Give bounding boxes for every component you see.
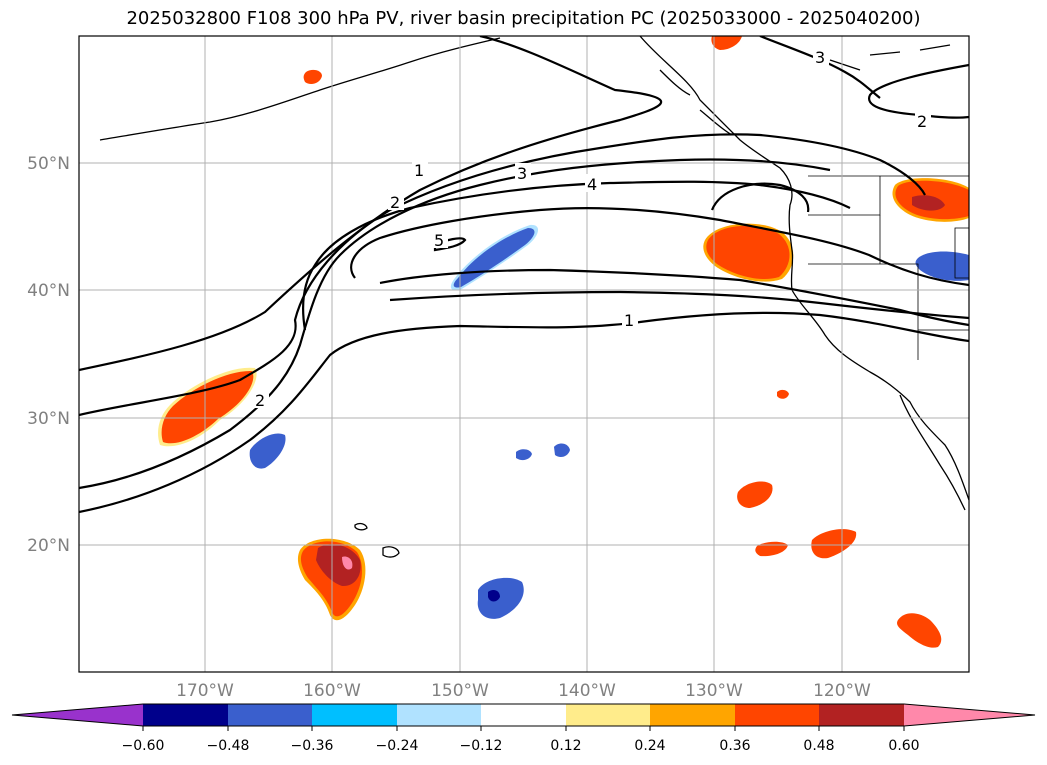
map-frame — [78, 35, 970, 673]
colorbar-tick-label: 0.36 — [719, 738, 750, 754]
colorbar-tick-label: −0.60 — [122, 738, 165, 754]
colorbar-segment — [566, 704, 650, 726]
contour-labels: 1 2 3 4 5 1 2 3 2 — [253, 47, 931, 410]
lon-label: 150°W — [431, 681, 489, 701]
coastlines — [99, 36, 969, 558]
colorbar-upper-extension — [904, 704, 1035, 726]
colorbar-segment — [819, 704, 904, 726]
lat-label: 20°N — [27, 536, 70, 556]
lat-label: 40°N — [27, 281, 70, 301]
colorbar-tick-label: −0.12 — [460, 738, 503, 754]
colorbar-lower-extension — [12, 704, 143, 726]
lat-label: 30°N — [27, 409, 70, 429]
colorbar-tick-label: 0.60 — [888, 738, 919, 754]
contour-label: 2 — [917, 112, 927, 131]
contour-label: 2 — [255, 391, 265, 410]
colorbar-tick-label: 0.48 — [803, 738, 834, 754]
colorbar-segment — [228, 704, 312, 726]
lon-label: 170°W — [176, 681, 234, 701]
lon-label: 130°W — [685, 681, 743, 701]
contour-label: 1 — [414, 161, 424, 180]
colorbar-segment — [397, 704, 481, 726]
pv-contours — [79, 36, 969, 514]
lat-label: 50°N — [27, 154, 70, 174]
contour-label: 4 — [587, 175, 597, 194]
lon-label: 160°W — [303, 681, 361, 701]
colorbar-tick-label: −0.48 — [207, 738, 250, 754]
contour-label: 3 — [517, 164, 527, 183]
colorbar-segment — [143, 704, 228, 726]
contour-label: 5 — [434, 231, 444, 250]
lon-label: 120°W — [813, 681, 871, 701]
contour-label: 1 — [624, 311, 634, 330]
contour-label: 3 — [815, 48, 825, 67]
colorbar-segment — [312, 704, 397, 726]
lon-label: 140°W — [558, 681, 616, 701]
colorbar: −0.60 −0.48 −0.36 −0.24 −0.12 0.12 0.24 … — [11, 703, 1036, 754]
colorbar-tick-label: 0.24 — [634, 738, 665, 754]
precip-positive-anomalies — [158, 36, 969, 648]
contour-label: 2 — [390, 193, 400, 212]
latitude-labels: 50°N 40°N 30°N 20°N — [27, 154, 70, 556]
colorbar-tick-label: 0.12 — [550, 738, 581, 754]
colorbar-tick-label: −0.36 — [291, 738, 334, 754]
colorbar-segment — [650, 704, 735, 726]
plot-area — [79, 36, 969, 672]
colorbar-tick-label: −0.24 — [376, 738, 419, 754]
colorbar-segment — [481, 704, 566, 726]
longitude-labels: 170°W 160°W 150°W 140°W 130°W 120°W — [176, 681, 871, 701]
colorbar-segment — [735, 704, 819, 726]
map-title: 2025032800 F108 300 hPa PV, river basin … — [126, 8, 921, 29]
